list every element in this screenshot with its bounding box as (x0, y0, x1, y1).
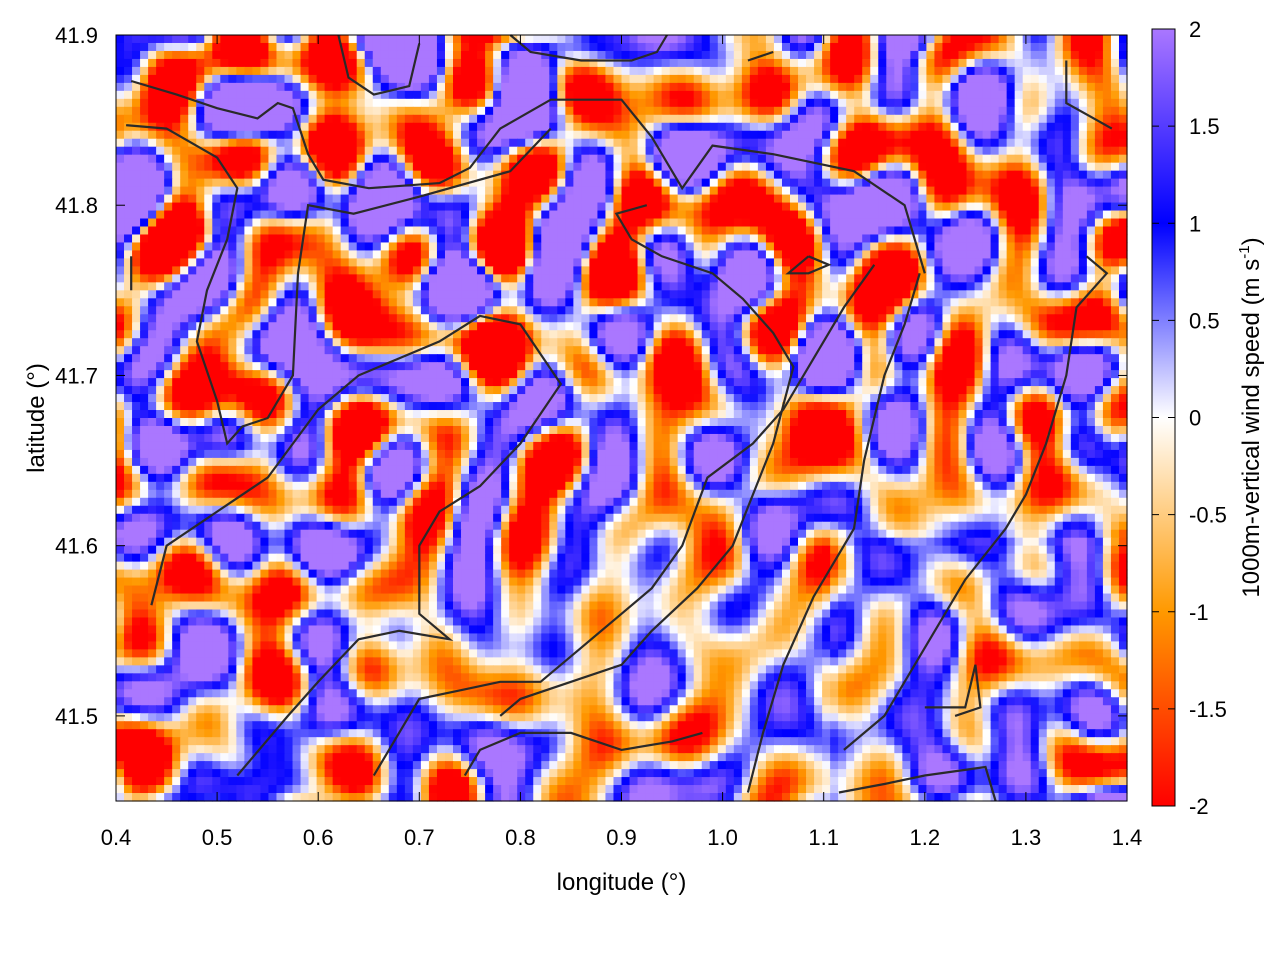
contour-line (747, 50, 774, 62)
y-axis-label: latitude (°) (23, 363, 50, 473)
contour-line (499, 204, 795, 717)
y-tick-label: 41.9 (55, 23, 98, 48)
contour-line (838, 765, 997, 802)
colorbar-tick-label: -1 (1189, 600, 1209, 625)
contour-line (785, 255, 832, 275)
contour-line (924, 664, 982, 717)
colorbar-label: 1000m-vertical wind speed (m s-1) (1236, 237, 1265, 597)
y-axis: 41.5 41.6 41.7 41.8 41.9 (55, 23, 1127, 729)
colorbar-tick-label: 2 (1189, 17, 1201, 42)
y-tick-label: 41.6 (55, 534, 98, 559)
colorbar-label-end: ) (1238, 237, 1265, 245)
contour-line (509, 34, 668, 62)
colorbar: 2 1.5 1 0.5 0 -0.5 -1 -1.5 -2 1000m-vertical win… (1151, 17, 1265, 819)
colorbar-tick-label: 1 (1189, 211, 1201, 236)
contour-line (130, 79, 926, 274)
x-tick-label: 1.3 (1011, 825, 1042, 850)
x-tick-label: 1.0 (707, 825, 738, 850)
x-tick-label: 1.4 (1112, 825, 1143, 850)
colorbar-ticks: 2 1.5 1 0.5 0 -0.5 -1 -1.5 -2 (1152, 17, 1227, 819)
contour-line (843, 255, 1109, 751)
x-axis-label: longitude (°) (557, 869, 687, 896)
contour-line (463, 731, 703, 777)
x-tick-label: 0.9 (606, 825, 637, 850)
contour-line (126, 124, 552, 446)
contour-line (150, 314, 563, 777)
colorbar-tick-label: -1.5 (1189, 697, 1227, 722)
contour-line (746, 272, 921, 793)
heatmap-field (116, 35, 1128, 802)
contour-lines (126, 34, 1113, 802)
y-tick-label: 41.7 (55, 363, 98, 388)
contour-line (337, 34, 421, 96)
colorbar-label-superscript: -1 (1236, 245, 1253, 258)
colorbar-label-main: 1000m-vertical wind speed (m s (1238, 259, 1265, 598)
colorbar-tick-label: 0.5 (1189, 308, 1220, 333)
x-tick-label: 0.7 (404, 825, 435, 850)
x-tick-label: 1.1 (808, 825, 839, 850)
x-tick-label: 0.5 (202, 825, 233, 850)
x-axis: 0.4 0.5 0.6 0.7 0.8 0.9 1.0 1.1 1.2 1.3 1.4 (101, 35, 1143, 850)
y-tick-label: 41.5 (55, 704, 98, 729)
contour-line (372, 264, 876, 777)
colorbar-tick-label: 0 (1189, 406, 1201, 431)
x-tick-label: 0.8 (505, 825, 536, 850)
x-tick-label: 0.6 (303, 825, 334, 850)
x-tick-label: 0.4 (101, 825, 132, 850)
contour-line (1065, 60, 1113, 130)
colorbar-tick-label: -0.5 (1189, 503, 1227, 528)
x-tick-label: 1.2 (910, 825, 941, 850)
colorbar-tick-label: 1.5 (1189, 114, 1220, 139)
y-tick-label: 41.8 (55, 193, 98, 218)
colorbar-tick-label: -2 (1189, 794, 1209, 819)
